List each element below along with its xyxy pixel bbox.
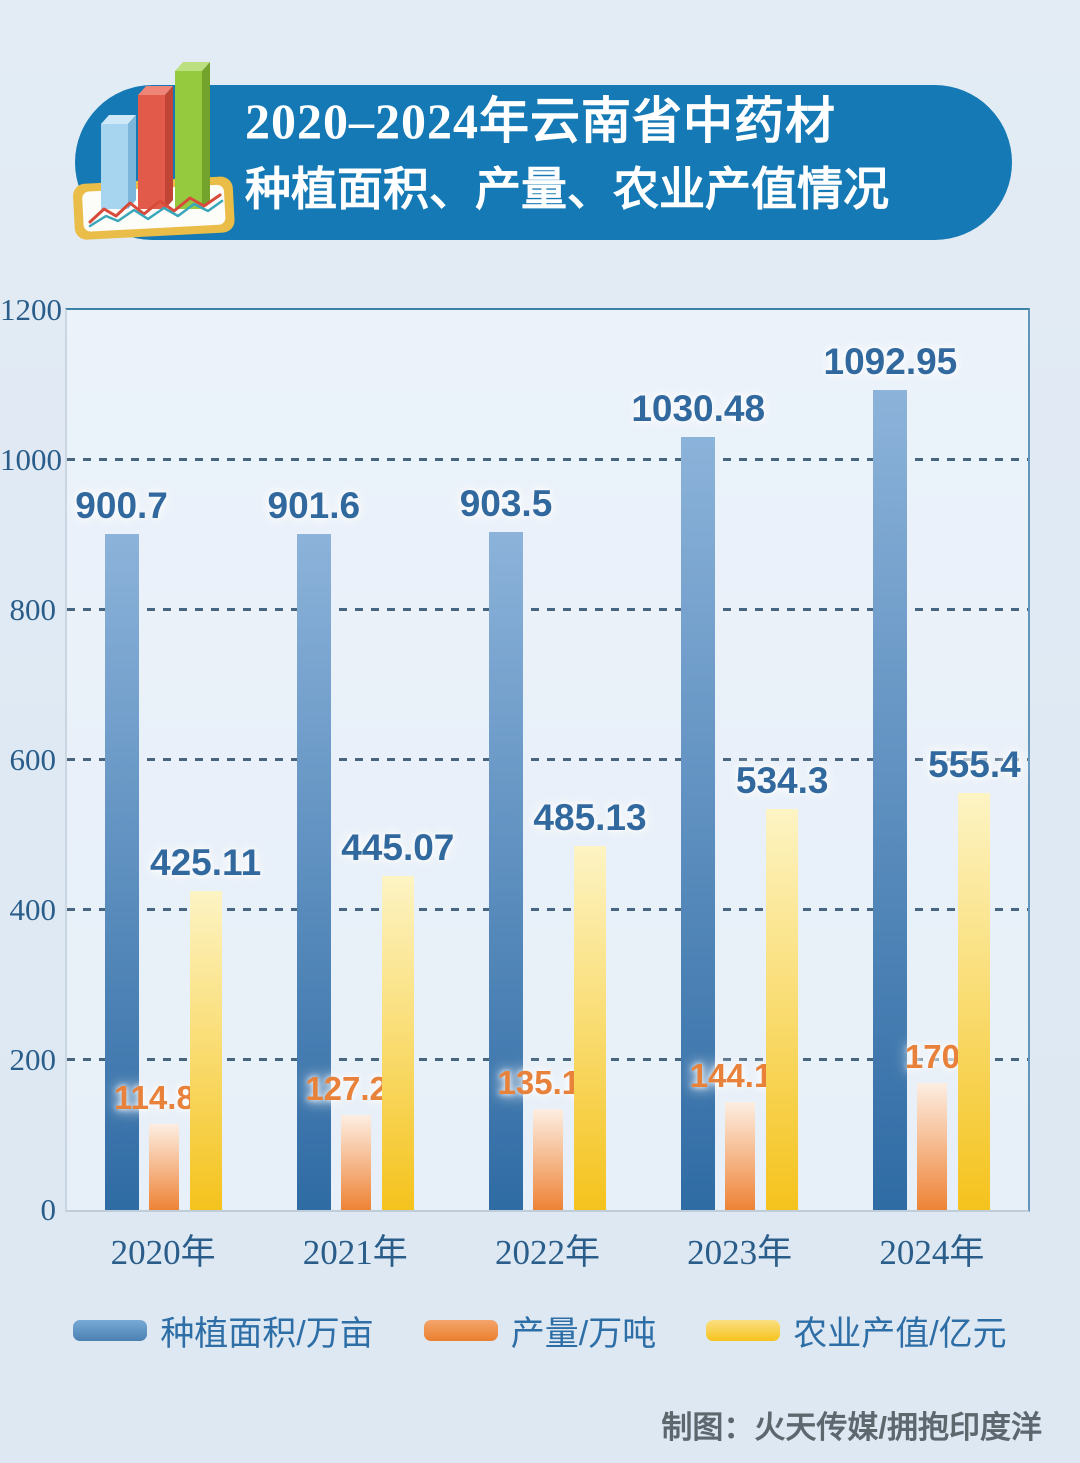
bar-series0-2022年	[489, 532, 523, 1210]
grid-line-200	[67, 1058, 1028, 1061]
legend-label: 产量/万吨	[510, 1315, 657, 1353]
legend-swatch	[706, 1320, 781, 1341]
x-tick-label-2022年: 2022年	[494, 1233, 601, 1272]
y-tick-label-600: 600	[9, 742, 57, 777]
bar-value-label: 901.6	[267, 484, 361, 526]
bar-series0-2023年	[681, 437, 716, 1210]
bar-series1-2024年	[917, 1082, 948, 1210]
bar-series2-2024年	[958, 793, 991, 1210]
bar-series1-2021年	[340, 1114, 371, 1210]
legend-item-series1: 产量/万吨	[423, 1306, 657, 1355]
y-tick-label-800: 800	[9, 592, 57, 627]
bar-value-label: 903.5	[459, 483, 553, 525]
legend-item-series0: 种植面积/万亩	[73, 1306, 374, 1355]
bar-value-label: 1092.95	[823, 341, 958, 383]
y-tick-label-400: 400	[9, 892, 57, 927]
grid-line-800	[67, 608, 1028, 611]
bar-value-label: 425.11	[150, 842, 262, 884]
bar-chart-on-tablet-icon	[73, 62, 235, 240]
y-tick-label-1000: 1000	[0, 442, 62, 477]
y-tick-label-0: 0	[40, 1192, 57, 1227]
bar-value-label: 900.7	[75, 485, 168, 527]
grid-line-600	[67, 758, 1028, 761]
y-tick-label-1200: 1200	[0, 292, 62, 327]
bar-series0-2020年	[104, 534, 139, 1210]
grid-line-400	[67, 908, 1028, 911]
x-tick-label-2020年: 2020年	[110, 1233, 216, 1272]
legend-label: 种植面积/万亩	[160, 1315, 374, 1353]
bar-series2-2020年	[189, 891, 222, 1210]
bar-series2-2023年	[766, 809, 799, 1210]
bar-value-label: 1030.48	[631, 388, 766, 430]
title-line-1: 2020–2024年云南省中药材	[245, 93, 836, 149]
bar-value-label: 485.13	[533, 797, 647, 839]
bar-series2-2021年	[381, 876, 414, 1210]
bar-series1-2023年	[725, 1101, 756, 1210]
title-line-2: 种植面积、产量、农业产值情况	[245, 164, 889, 215]
plot-area: 900.7 114.83 425.11 901.6 127.25 445.07 903.5 1…	[65, 308, 1030, 1212]
chart-legend: 种植面积/万亩 产量/万吨 农业产值/亿元	[0, 1306, 1080, 1355]
grid-line-1000	[67, 458, 1028, 461]
bar-value-label: 170	[904, 1037, 960, 1075]
bar-value-label: 445.07	[341, 827, 455, 869]
legend-label: 农业产值/亿元	[793, 1315, 1007, 1353]
bar-series1-2020年	[148, 1123, 179, 1210]
x-tick-label-2021年: 2021年	[302, 1233, 408, 1272]
bar-series2-2022年	[574, 846, 606, 1210]
y-tick-label-200: 200	[9, 1042, 57, 1077]
credit-text: 制图：火天传媒/拥抱印度洋	[661, 1410, 1042, 1445]
legend-item-series2: 农业产值/亿元	[706, 1306, 1007, 1355]
bar-value-label: 555.4	[928, 744, 1021, 786]
legend-swatch	[73, 1320, 148, 1341]
bar-value-label: 534.3	[735, 760, 829, 802]
x-tick-label-2023年: 2023年	[687, 1233, 793, 1272]
x-tick-label-2024年: 2024年	[879, 1233, 985, 1272]
legend-swatch	[423, 1320, 498, 1341]
bar-series1-2022年	[533, 1108, 563, 1210]
page-title: 2020–2024年云南省中药材 种植面积、产量、农业产值情况	[245, 96, 889, 213]
bar-series0-2021年	[296, 533, 331, 1210]
bar-series0-2024年	[873, 390, 908, 1210]
